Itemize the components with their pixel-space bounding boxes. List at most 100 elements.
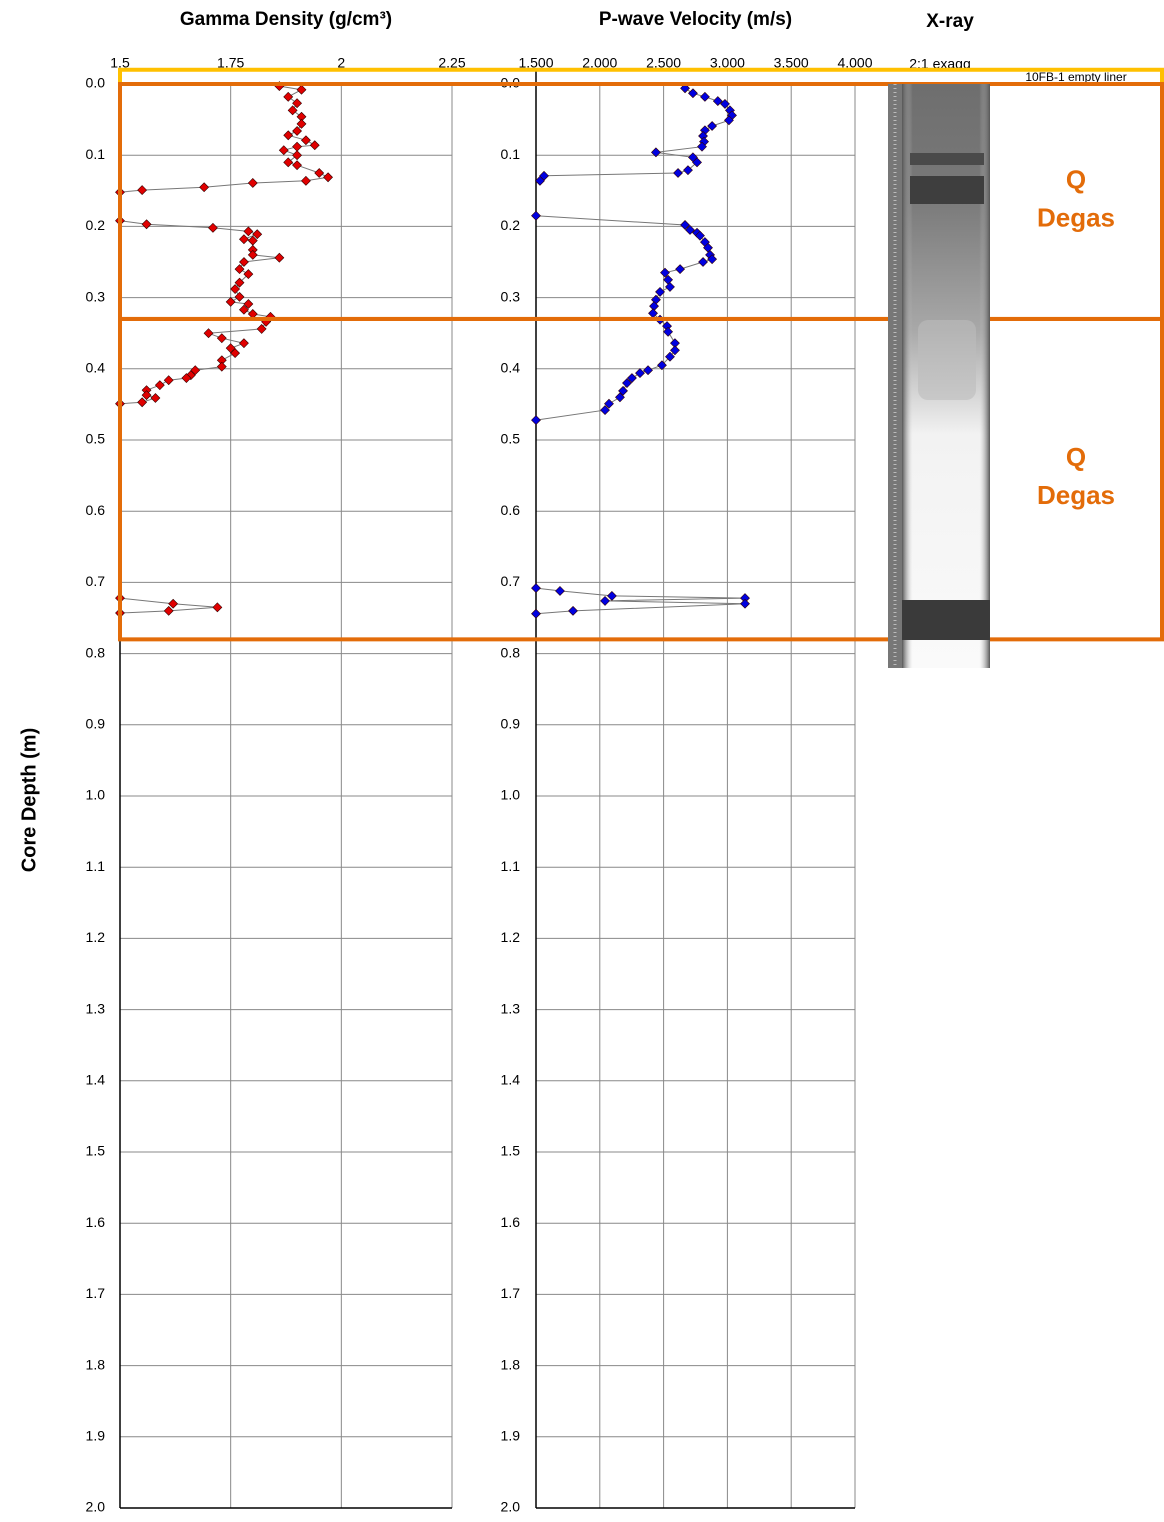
data-point <box>243 226 254 237</box>
data-point <box>314 168 325 178</box>
y-tick-label: 0.8 <box>501 644 521 660</box>
data-point <box>606 591 617 601</box>
y-tick-label: 1.2 <box>501 929 521 945</box>
chart-title: Gamma Density (g/cm³) <box>180 9 392 30</box>
y-tick-label: 1.4 <box>501 1072 521 1088</box>
chart-title: P-wave Velocity (m/s) <box>599 9 792 30</box>
data-point <box>707 254 718 265</box>
y-tick-label: 0.6 <box>86 502 106 518</box>
y-tick-label: 0.1 <box>86 146 106 162</box>
y-tick-label: 1.5 <box>501 1143 521 1159</box>
x-tick-label: 2 <box>337 55 345 71</box>
data-line <box>535 87 746 615</box>
charts: Gamma Density (g/cm³) 0.0 0.1 0.2 0.3 0.4 0.5 0… <box>86 9 873 1515</box>
section-label: Degas <box>1037 480 1115 510</box>
section-box <box>118 67 1164 87</box>
xray-subtitle: 2:1 exagg <box>909 56 971 72</box>
chart-panel: P-wave Velocity (m/s)0.00.10.20.30.40.50… <box>501 9 873 1515</box>
data-point <box>137 397 148 408</box>
section-box <box>118 316 1164 642</box>
data-point <box>199 182 210 193</box>
section-label: Q <box>1066 164 1086 194</box>
x-tick-label: 3.500 <box>774 55 809 71</box>
data-point <box>296 84 307 95</box>
y-tick-label: 1.8 <box>86 1356 106 1372</box>
data-point <box>680 83 690 94</box>
data-point <box>181 373 192 383</box>
x-tick-label: 2.500 <box>646 55 681 71</box>
data-point <box>665 351 675 362</box>
y-tick-label: 0.8 <box>86 644 106 660</box>
data-point <box>675 264 685 275</box>
y-tick-label: 0.2 <box>501 217 521 233</box>
data-point <box>627 373 637 383</box>
y-tick-label: 1.4 <box>86 1072 106 1088</box>
y-tick-label: 1.3 <box>501 1000 521 1016</box>
data-point <box>568 605 578 616</box>
section-label: Q <box>1066 442 1086 472</box>
chart-panel: Gamma Density (g/cm³) 0.0 0.1 0.2 0.3 0.4 0.5 0… <box>86 9 466 1515</box>
y-tick-label: 0.7 <box>86 573 106 589</box>
y-tick-label: 1.0 <box>86 787 106 803</box>
data-point <box>685 225 695 235</box>
data-point <box>531 608 541 619</box>
data-point <box>655 286 665 297</box>
x-tick-label: 1.500 <box>518 55 553 71</box>
data-point <box>287 105 298 116</box>
data-point <box>698 257 708 267</box>
data-point <box>663 326 673 337</box>
y-tick-label: 0.1 <box>501 146 521 162</box>
data-point <box>643 365 653 376</box>
y-tick-label: 0.9 <box>501 716 521 732</box>
data-point <box>531 415 541 425</box>
sections: 10FB-1 empty liner Q Degas Q Degas <box>118 67 1164 642</box>
y-tick-label: 1.1 <box>501 858 521 874</box>
data-point <box>300 135 311 146</box>
data-point <box>230 284 241 294</box>
x-tick-label: 2.25 <box>438 55 465 71</box>
y-tick-label: 0.0 <box>86 75 106 91</box>
data-point <box>712 96 723 107</box>
data-point <box>292 160 302 171</box>
y-tick-label: 0.4 <box>501 360 521 376</box>
data-point <box>239 234 249 245</box>
data-point <box>168 598 179 609</box>
data-point <box>163 375 174 386</box>
data-point <box>292 98 302 109</box>
y-tick-label: 1.3 <box>86 1000 106 1016</box>
data-point <box>688 88 698 99</box>
data-point <box>680 220 690 230</box>
y-tick-label: 1.9 <box>501 1428 521 1444</box>
y-tick-label: 0.9 <box>86 716 106 732</box>
data-point <box>697 141 707 152</box>
x-tick-label: 4.000 <box>837 55 872 71</box>
y-tick-label: 0.3 <box>501 288 521 304</box>
y-tick-label: 0.7 <box>501 573 521 589</box>
data-point <box>243 269 254 280</box>
data-point <box>283 130 294 141</box>
data-point <box>283 157 294 168</box>
data-point <box>740 598 750 609</box>
y-tick-label: 0.3 <box>86 288 106 304</box>
data-point <box>665 281 675 292</box>
data-point <box>292 150 302 161</box>
data-point <box>323 172 333 183</box>
y-tick-label: 0.5 <box>501 431 521 447</box>
data-point <box>622 378 632 388</box>
data-point <box>724 115 734 126</box>
xray-title: X-ray <box>926 11 974 32</box>
data-point <box>283 91 294 102</box>
y-tick-label: 1.1 <box>86 858 106 874</box>
y-tick-label: 1.2 <box>86 929 106 945</box>
section-label: 10FB-1 empty liner <box>1025 70 1126 84</box>
data-point <box>141 219 152 230</box>
data-point <box>683 165 693 176</box>
data-point <box>292 141 302 152</box>
data-point <box>216 333 227 344</box>
data-point <box>247 249 258 260</box>
data-point <box>274 252 285 263</box>
section-box <box>118 82 1164 321</box>
y-tick-label: 0.5 <box>86 431 106 447</box>
data-point <box>243 299 254 309</box>
